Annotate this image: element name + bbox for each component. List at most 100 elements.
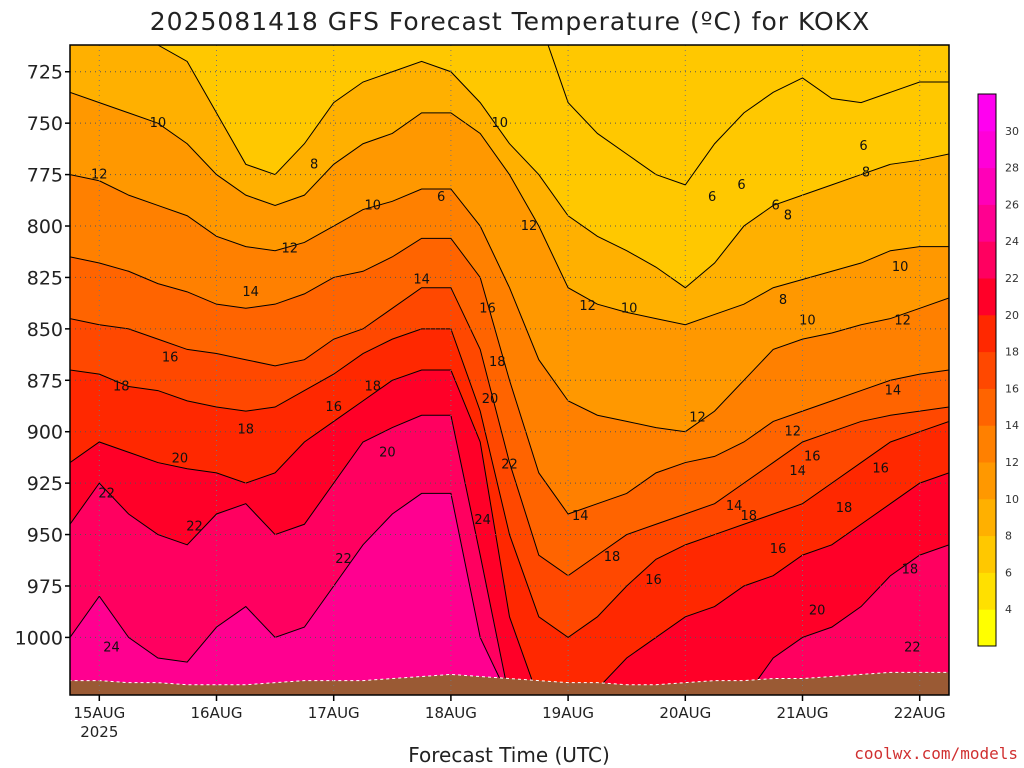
contour-label: 18 <box>238 423 255 438</box>
y-tick-label: 925 <box>27 473 63 495</box>
isotherm-18 <box>70 328 949 639</box>
colorbar-swatch <box>978 204 996 242</box>
isotherm-12 <box>70 174 949 433</box>
colorbar-swatch <box>978 388 996 426</box>
contour-label: 6 <box>772 198 780 213</box>
colorbar-label: 28 <box>1005 162 1019 175</box>
contour-label: 10 <box>799 314 816 329</box>
contour-label: 18 <box>741 509 758 524</box>
temperature-band-22 <box>70 415 949 695</box>
contour-label: 12 <box>784 425 801 440</box>
contour-label: 8 <box>862 166 870 181</box>
colorbar-label: 8 <box>1005 530 1012 543</box>
colorbar-label: 6 <box>1005 566 1012 579</box>
isotherm-24 <box>70 492 509 695</box>
colorbar-swatch <box>978 498 996 537</box>
isotherm-16 <box>70 287 949 577</box>
y-tick-label: 800 <box>27 216 63 238</box>
contour-label: 12 <box>521 219 538 234</box>
colorbar-swatch <box>978 314 996 353</box>
x-tick-label: 18AUG <box>425 704 477 722</box>
plot-area: 6666688881010101010101212121212121214141… <box>70 45 949 695</box>
contour-label: 14 <box>789 464 806 479</box>
contour-label: 16 <box>872 462 889 477</box>
contour-label: 22 <box>98 486 115 501</box>
contour-label: 10 <box>621 301 638 316</box>
contour-label: 24 <box>103 641 120 656</box>
colorbar-swatch <box>978 351 996 389</box>
colorbar-label: 16 <box>1005 382 1019 395</box>
x-tick-label: 16AUG <box>191 704 243 722</box>
y-tick-label: 1000 <box>15 627 63 649</box>
contour-label: 20 <box>172 451 189 466</box>
contour-label: 16 <box>162 351 179 366</box>
contour-label: 18 <box>836 501 853 516</box>
contour-label: 22 <box>186 519 203 534</box>
colorbar-swatch <box>978 278 996 316</box>
contour-label: 8 <box>310 157 318 172</box>
isotherm-22 <box>70 414 949 695</box>
grid-lines <box>70 45 949 695</box>
contour-label: 18 <box>604 550 621 565</box>
colorbar-swatch <box>978 572 996 610</box>
colorbar-label: 14 <box>1005 419 1019 432</box>
colorbar-swatch <box>978 535 996 573</box>
contour-label: 10 <box>150 116 167 131</box>
contour-label: 8 <box>779 293 787 308</box>
x-tick-label: 15AUG <box>73 704 125 722</box>
colorbar-swatch <box>978 94 996 132</box>
y-tick-label: 850 <box>27 319 63 341</box>
contour-label: 8 <box>784 209 792 224</box>
contour-label: 16 <box>479 301 496 316</box>
colorbar-swatch <box>978 609 996 647</box>
contour-label: 12 <box>281 242 298 257</box>
y-tick-label: 750 <box>27 113 63 135</box>
colorbar-label: 18 <box>1005 346 1019 359</box>
contour-label: 10 <box>892 260 909 275</box>
contour-label: 18 <box>902 563 919 578</box>
colorbar-label: 22 <box>1005 272 1019 285</box>
contour-label: 18 <box>489 355 506 370</box>
contour-label: 22 <box>904 641 921 656</box>
isotherm-14 <box>70 237 949 515</box>
contour-label: 18 <box>113 379 130 394</box>
contour-label: 24 <box>474 513 491 528</box>
credit-link[interactable]: coolwx.com/models <box>854 744 1018 763</box>
y-tick-label: 725 <box>27 62 63 84</box>
y-tick-label: 900 <box>27 422 63 444</box>
contour-label: 12 <box>579 299 596 314</box>
contour-label: 22 <box>501 458 518 473</box>
contour-label: 16 <box>325 400 342 415</box>
plot-frame <box>69 44 950 696</box>
contour-label: 18 <box>364 379 381 394</box>
contour-label: 14 <box>413 272 430 287</box>
ground-surface <box>70 671 949 695</box>
colorbar-label: 30 <box>1005 125 1019 138</box>
colorbar-label: 4 <box>1005 603 1012 616</box>
colorbar-frame <box>977 93 997 647</box>
contour-label: 14 <box>242 285 259 300</box>
y-tick-label: 950 <box>27 525 63 547</box>
contour-label: 22 <box>335 552 352 567</box>
x-tick-label: 19AUG <box>542 704 594 722</box>
chart-title: 2025081418 GFS Forecast Temperature (ºC)… <box>150 7 870 36</box>
colorbar-swatch <box>978 241 996 279</box>
x-tick-label: 20AUG <box>659 704 711 722</box>
contour-label: 10 <box>491 116 508 131</box>
contour-label: 20 <box>809 604 826 619</box>
x-tick-label: 17AUG <box>308 704 360 722</box>
contour-label: 6 <box>737 178 745 193</box>
contour-label: 12 <box>689 410 706 425</box>
contour-label: 14 <box>885 384 902 399</box>
x-tick-label: 21AUG <box>777 704 829 722</box>
contour-label: 20 <box>482 392 499 407</box>
x-axis-label: Forecast Time (UTC) <box>408 743 610 767</box>
colorbar-label: 12 <box>1005 456 1019 469</box>
colorbar-label: 10 <box>1005 493 1019 506</box>
colorbar-label: 26 <box>1005 198 1019 211</box>
y-axis: 725 750 775 800 825 850 875 900 925 950 975 1000 <box>15 62 70 649</box>
colorbar-swatch <box>978 130 996 169</box>
contour-label: 10 <box>364 198 381 213</box>
